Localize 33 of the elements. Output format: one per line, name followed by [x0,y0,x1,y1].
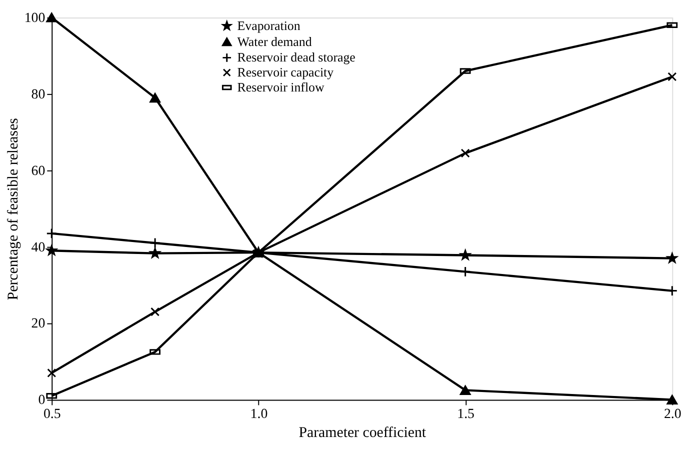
point [668,72,677,82]
legend-label: Reservoir capacity [237,66,334,80]
point [666,252,678,263]
point [460,266,471,278]
point [46,245,57,256]
y-tick-label: 60 [31,164,46,179]
legend-label: Evaporation [237,18,301,33]
point [150,238,160,248]
y-tick-label: 0 [38,393,46,408]
point [460,250,471,260]
point [47,368,56,378]
y-tick-label: 80 [31,87,46,102]
legend-label: Reservoir inflow [237,80,325,94]
point [150,307,160,316]
point [150,248,160,258]
y-tick-label: 20 [31,316,46,332]
x-axis-title: Parameter coefficient [298,424,427,441]
point [666,394,678,405]
x-tick-label: 2.0 [664,407,682,422]
point [460,385,471,395]
y-tick-label: 100 [24,10,46,26]
y-axis-title: Percentage of feasible releases [5,118,22,300]
point [460,148,470,158]
point [666,285,678,296]
legend-label: Water demand [237,34,312,49]
point [150,92,160,103]
legend-label: Reservoir dead storage [237,50,356,65]
point [46,228,58,239]
y-tick-label: 40 [31,240,46,256]
x-tick-label: 1.0 [250,407,268,422]
point [46,12,58,22]
x-tick-label: 0.5 [43,407,61,422]
x-tick-label: 1.5 [457,407,475,422]
